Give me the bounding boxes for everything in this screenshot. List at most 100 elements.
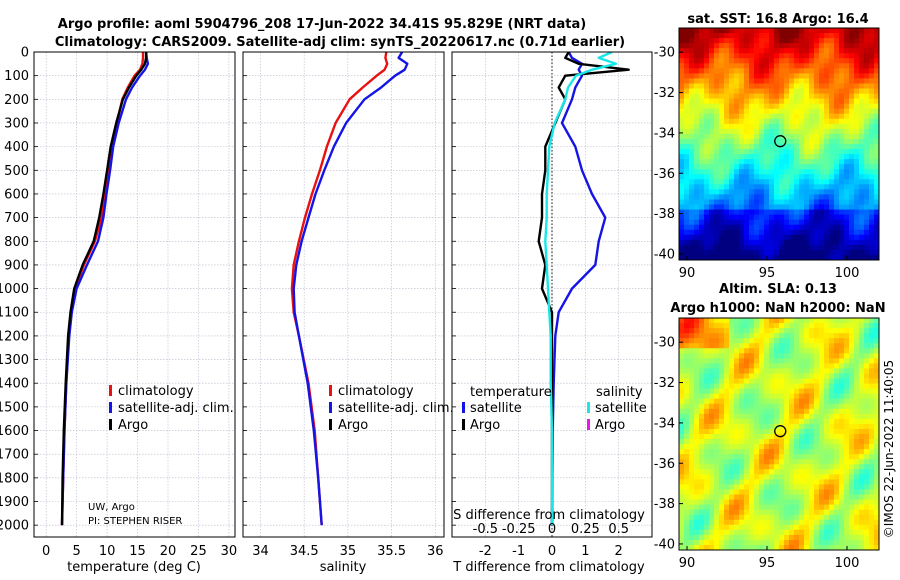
map-cell [824,108,830,115]
map-cell [864,544,870,550]
map-cell [764,353,770,359]
map-cell [824,48,830,54]
map-cell [844,333,850,339]
map-cell [754,234,760,241]
map-cell [774,58,780,64]
map-cell [794,479,800,486]
map-cell [804,318,810,324]
map-cell [819,194,825,201]
map-cell [774,343,780,349]
map-cell [694,159,700,165]
map-cell [824,28,830,34]
map-cell [774,464,780,470]
map-cell [849,469,855,475]
map-cell [679,128,685,135]
map-cell [729,423,735,430]
map-cell [744,489,750,496]
map-cell [684,318,690,324]
map-cell [814,53,820,59]
map-cell [689,504,695,511]
map-cell [849,383,855,390]
map-cell [714,194,720,201]
map-cell [759,73,765,80]
map-cell [784,479,790,486]
map-cell [809,494,815,501]
map-cell [739,459,745,465]
map-cell [774,519,780,526]
map-cell [804,88,810,95]
map-cell [789,358,795,364]
map-cell [819,88,825,95]
map-cell [684,204,690,211]
map-cell [814,504,820,511]
s-difference-xlabel: S difference from climatology [453,508,645,523]
map-cell [834,144,840,150]
map-cell [749,318,755,324]
map-cell [729,383,735,390]
map-cell [809,388,815,395]
map-cell [684,444,690,450]
map-cell [864,138,870,145]
map-cell [799,214,805,221]
map-cell [769,73,775,80]
map-cell [729,58,735,64]
map-cell [714,454,720,460]
map-cell [834,43,840,49]
map-cell [689,398,695,405]
map-cell [784,138,790,145]
map-cell [729,338,735,344]
map-cell [834,328,840,334]
map-cell [824,164,830,170]
map-cell [694,149,700,155]
map-cell [824,58,830,64]
map-cell [724,484,730,491]
map-cell [859,378,865,385]
map-cell [684,144,690,150]
map-cell [764,83,770,90]
map-cell [744,328,750,334]
map-cell [819,83,825,90]
map-cell [859,249,865,256]
map-cell [729,474,735,480]
map-cell [809,133,815,140]
map-cell [764,423,770,430]
map-cell [679,459,685,465]
map-cell [749,479,755,486]
map-cell [779,63,785,69]
map-cell [809,408,815,415]
map-cell [864,474,870,480]
map-cell [804,489,810,496]
map-cell [754,219,760,226]
map-cell [679,514,685,521]
map-cell [844,519,850,526]
map-cell [794,43,800,49]
map-cell [834,128,840,135]
map-cell [779,449,785,455]
map-cell [869,174,875,180]
map-cell [844,118,850,125]
map-cell [684,209,690,216]
map-cell [729,539,735,546]
map-cell [699,118,705,125]
map-cell [779,408,785,415]
map-cell [769,229,775,236]
map-cell [714,88,720,95]
map-cell [754,199,760,206]
map-cell [824,138,830,145]
map-cell [714,133,720,140]
map-cell [724,343,730,349]
map-cell [849,464,855,470]
map-cell [729,229,735,236]
map-cell [869,398,875,405]
map-cell [769,479,775,486]
legend-satellite-label: satellite-adj. clim. [118,401,234,416]
map-cell [834,484,840,491]
depth-tick-label: 300 [4,116,29,131]
map-cell [739,408,745,415]
map-cell [739,28,745,34]
map-cell [864,58,870,64]
map-cell [849,373,855,380]
map-cell [804,184,810,190]
map-cell [684,423,690,430]
depth-tick-label: 1900 [0,495,29,510]
